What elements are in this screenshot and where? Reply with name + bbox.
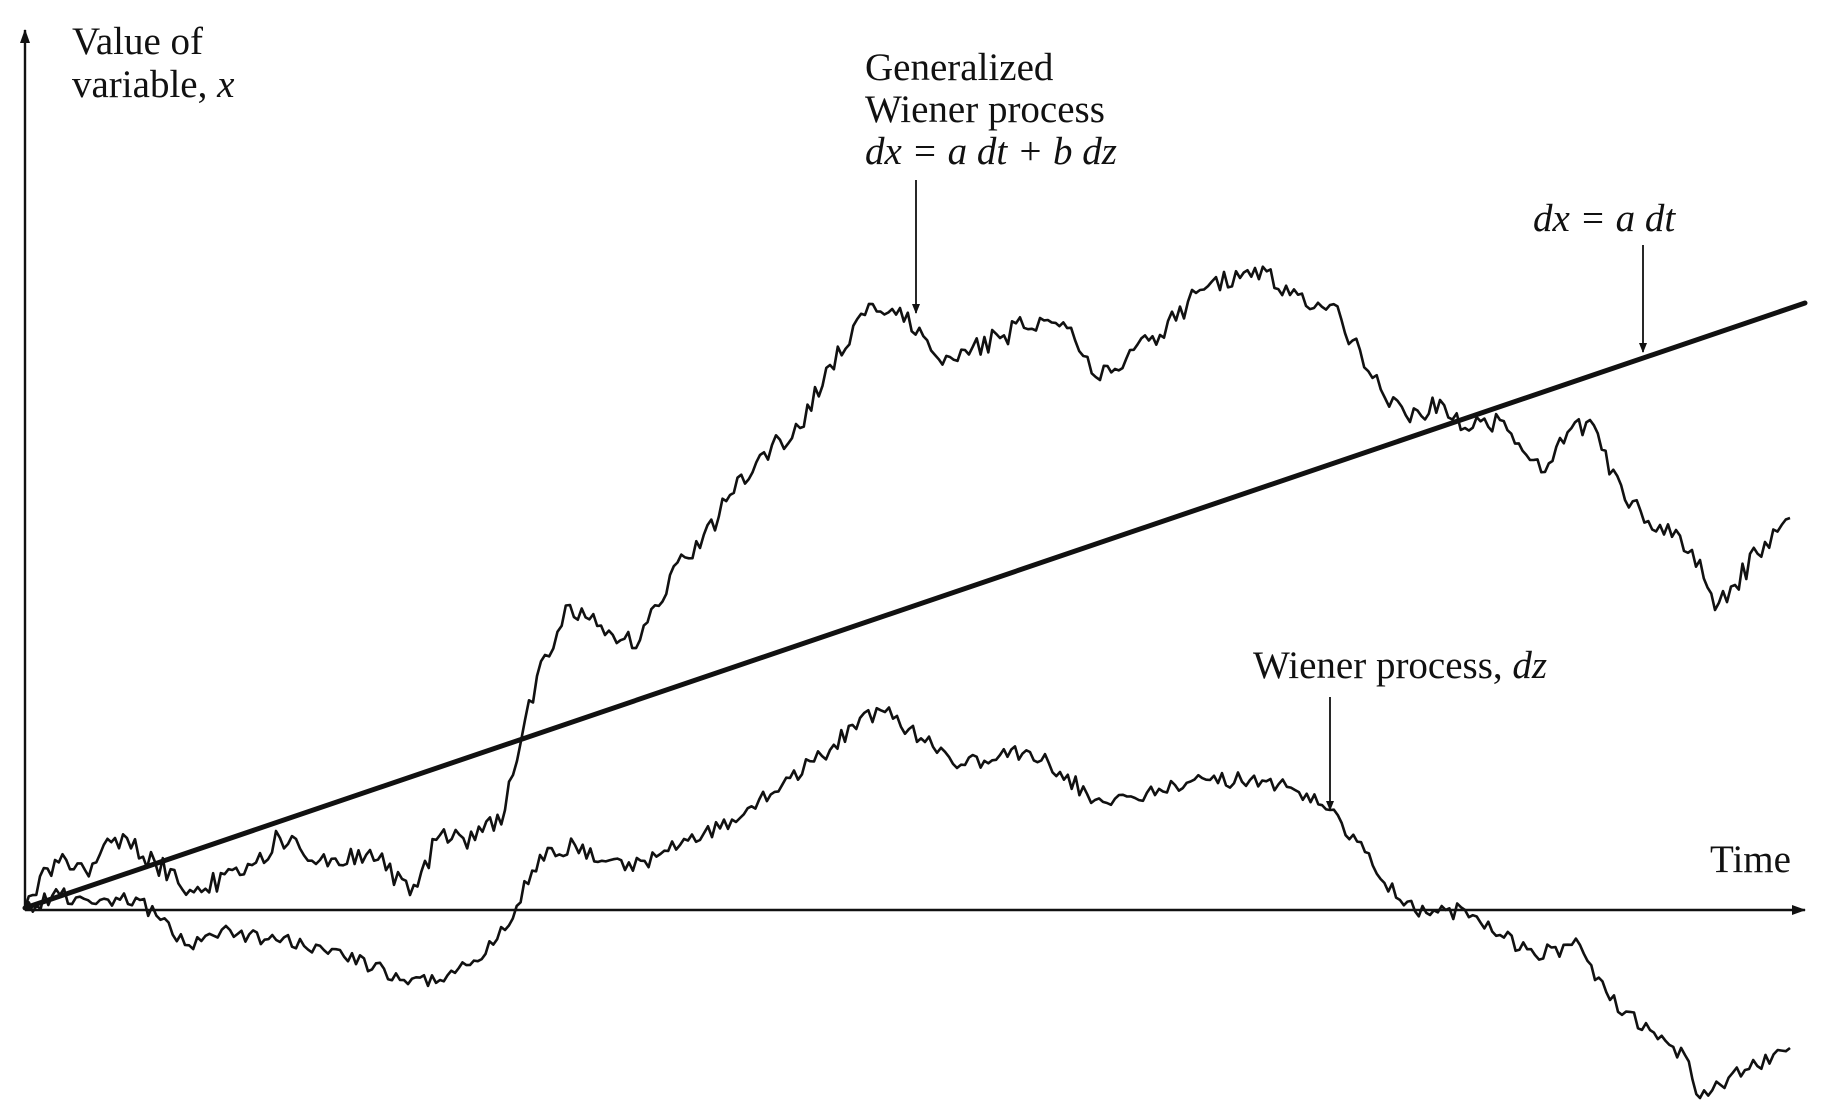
- wiener-label-variable: dz: [1512, 644, 1547, 687]
- generalized-label-line2: Wiener process: [865, 88, 1105, 131]
- y-axis-label-line1: Value of: [72, 20, 203, 63]
- y-axis-label-text: variable,: [72, 63, 217, 106]
- generalized-equation: dx = a dt + b dz: [865, 130, 1117, 173]
- y-axis-label-line2: variable, x: [72, 63, 235, 106]
- drift-equation: dx = a dt: [1533, 197, 1676, 240]
- generalized-label-line1: Generalized: [865, 46, 1054, 89]
- y-axis-label-variable: x: [216, 63, 235, 106]
- wiener-process-path: [23, 706, 1791, 1100]
- x-axis-label: Time: [1710, 838, 1791, 881]
- wiener-label-text: Wiener process,: [1253, 644, 1512, 687]
- drift-line: [22, 300, 1808, 911]
- wiener-label: Wiener process, dz: [1253, 644, 1547, 687]
- generalized-wiener-process-path: [23, 265, 1791, 909]
